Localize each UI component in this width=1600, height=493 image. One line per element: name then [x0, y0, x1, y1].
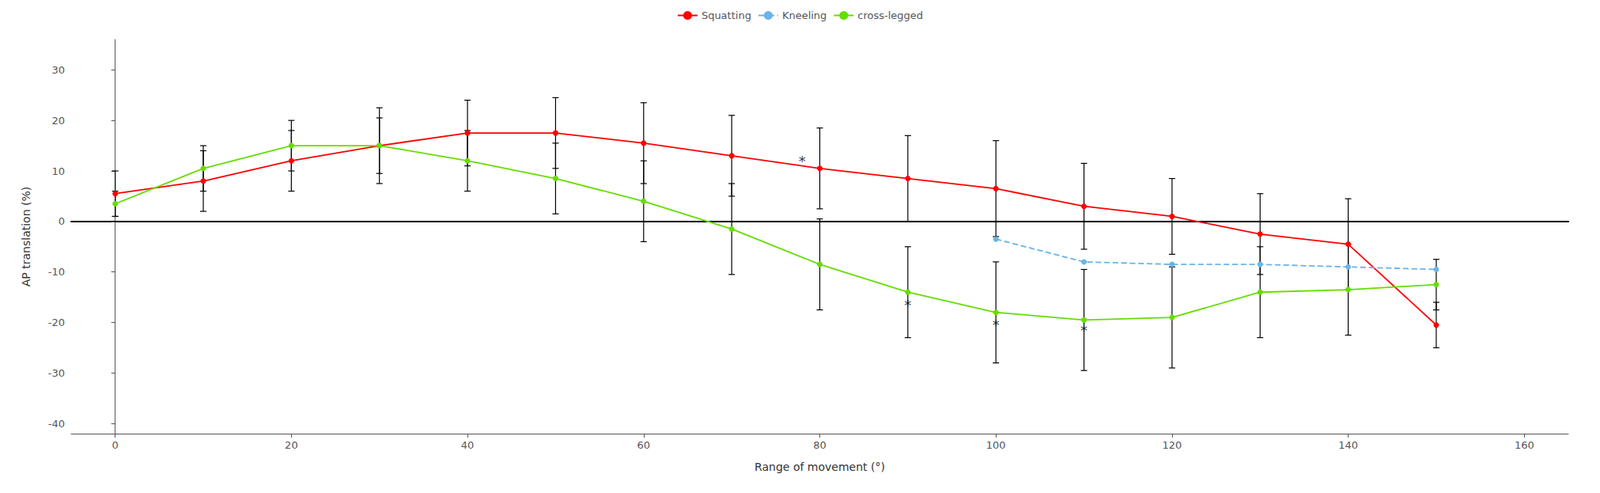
svg-text:20: 20	[51, 114, 65, 127]
svg-text:30: 30	[51, 64, 65, 76]
svg-text:*: *	[1080, 321, 1088, 339]
svg-text:Kneeling: Kneeling	[782, 9, 827, 22]
svg-text:-10: -10	[48, 265, 65, 278]
svg-text:0: 0	[112, 438, 119, 451]
svg-text:10: 10	[51, 165, 65, 178]
svg-text:*: *	[904, 296, 912, 314]
svg-text:Squatting: Squatting	[701, 9, 752, 22]
svg-text:-30: -30	[48, 366, 65, 379]
svg-text:Range of movement (°): Range of movement (°)	[754, 460, 886, 473]
svg-text:-20: -20	[48, 316, 65, 329]
svg-text:40: 40	[461, 438, 475, 451]
svg-text:AP translation (%): AP translation (%)	[19, 186, 33, 287]
svg-text:-40: -40	[48, 417, 65, 430]
svg-text:80: 80	[813, 438, 827, 451]
svg-text:0: 0	[58, 215, 65, 227]
svg-text:*: *	[798, 152, 806, 170]
svg-text:20: 20	[284, 438, 299, 451]
svg-text:*: *	[992, 316, 1000, 333]
svg-text:160: 160	[1514, 438, 1535, 451]
svg-text:100: 100	[986, 438, 1007, 451]
svg-text:140: 140	[1338, 438, 1358, 451]
svg-text:120: 120	[1161, 438, 1182, 451]
svg-text:cross-legged: cross-legged	[857, 9, 923, 22]
svg-text:60: 60	[637, 438, 651, 451]
